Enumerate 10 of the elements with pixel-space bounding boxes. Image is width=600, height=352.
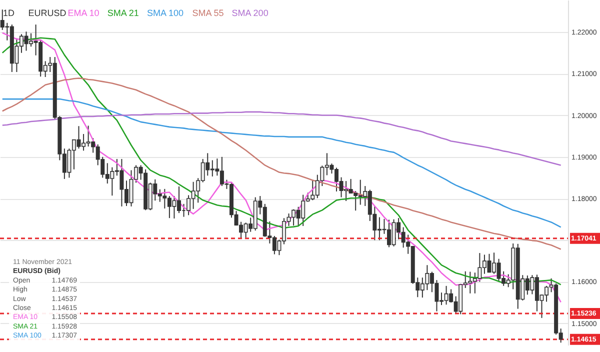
line-series [2,78,562,250]
line-series [2,98,562,228]
text: EURUSD [28,8,67,18]
line-series [2,111,562,166]
text: EMA 10 [68,8,100,18]
text: 1D [3,8,16,18]
text: SMA 100 [147,8,184,18]
text: SMA 200 [232,8,268,18]
text: SMA 21 [107,8,139,18]
text: SMA 55 [192,8,224,18]
